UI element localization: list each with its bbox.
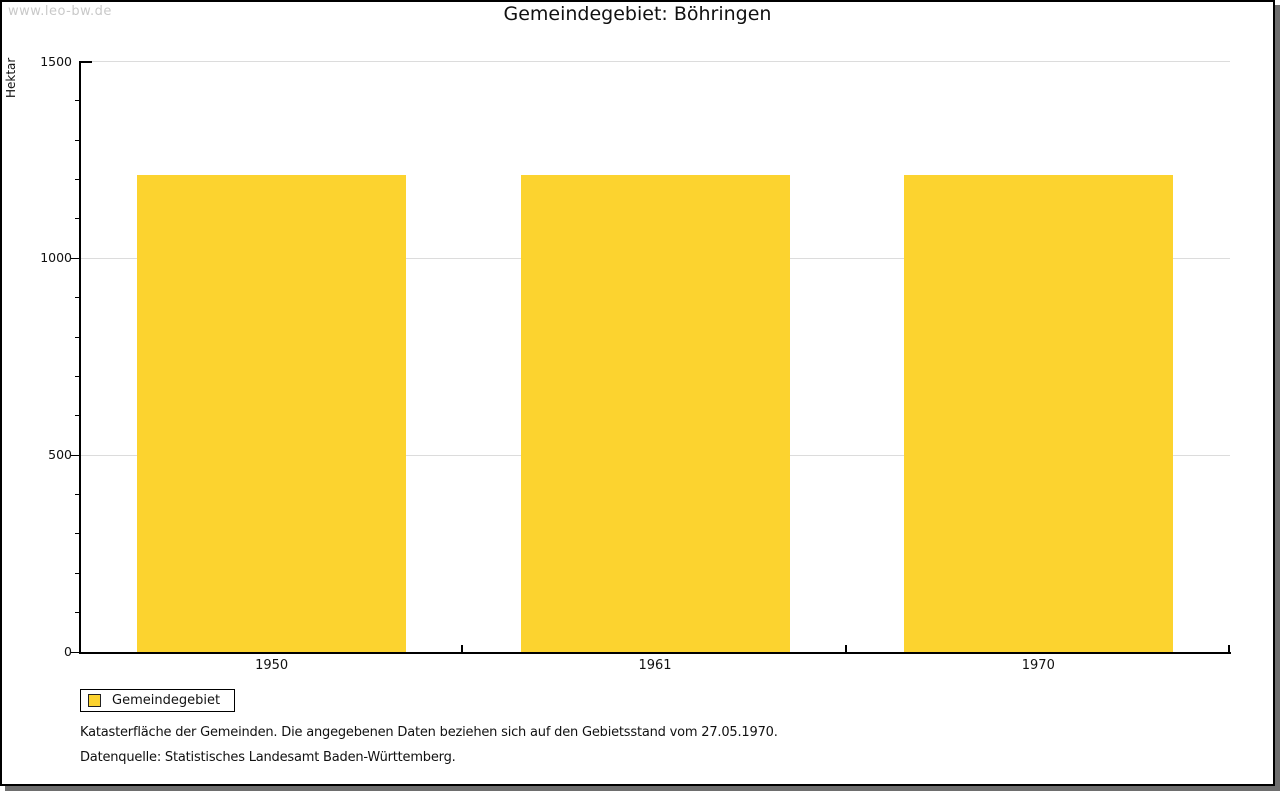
y-minor-tick — [75, 336, 79, 338]
y-minor-tick — [75, 572, 79, 574]
x-category-label: 1961 — [638, 658, 672, 673]
x-axis-line — [79, 652, 1231, 654]
bar-1961 — [520, 175, 790, 652]
footnote-source-note: Katasterfläche der Gemeinden. Die angege… — [80, 725, 778, 740]
y-minor-tick — [75, 375, 79, 377]
y-tick-label: 0 — [64, 644, 72, 659]
y-minor-tick — [75, 494, 79, 496]
y-minor-tick — [75, 297, 79, 299]
y-minor-tick — [75, 179, 79, 181]
x-boundary-tick — [844, 645, 847, 652]
chart-title: Gemeindegebiet: Böhringen — [503, 3, 772, 25]
x-boundary-tick — [461, 645, 464, 652]
y-minor-tick — [75, 415, 79, 417]
x-category-label: 1950 — [255, 658, 289, 673]
y-tick-label: 500 — [48, 447, 72, 463]
legend-swatch-icon — [88, 694, 101, 707]
gridline-1500 — [80, 61, 1230, 62]
legend-label: Gemeindegebiet — [112, 693, 221, 708]
legend: Gemeindegebiet — [80, 689, 236, 712]
watermark: www.leo-bw.de — [8, 4, 112, 19]
y-axis-line — [79, 61, 81, 654]
y-tick-label: 1000 — [40, 250, 72, 266]
footnote-data-source: Datenquelle: Statistisches Landesamt Bad… — [80, 750, 456, 765]
y-axis-title: Hektar — [4, 57, 18, 98]
y-major-tick — [71, 454, 79, 456]
y-major-tick — [71, 651, 79, 653]
bar-1950 — [137, 175, 407, 652]
bar-1970 — [903, 175, 1173, 652]
y-minor-tick — [75, 139, 79, 141]
y-minor-tick — [75, 533, 79, 535]
y-axis-top-corner — [79, 60, 92, 63]
x-boundary-tick — [1228, 645, 1230, 652]
y-major-tick — [71, 257, 79, 259]
x-category-label: 1970 — [1021, 658, 1055, 673]
y-minor-tick — [75, 100, 79, 102]
y-minor-tick — [75, 218, 79, 220]
y-minor-tick — [75, 612, 79, 614]
y-tick-label: 1500 — [40, 53, 72, 69]
